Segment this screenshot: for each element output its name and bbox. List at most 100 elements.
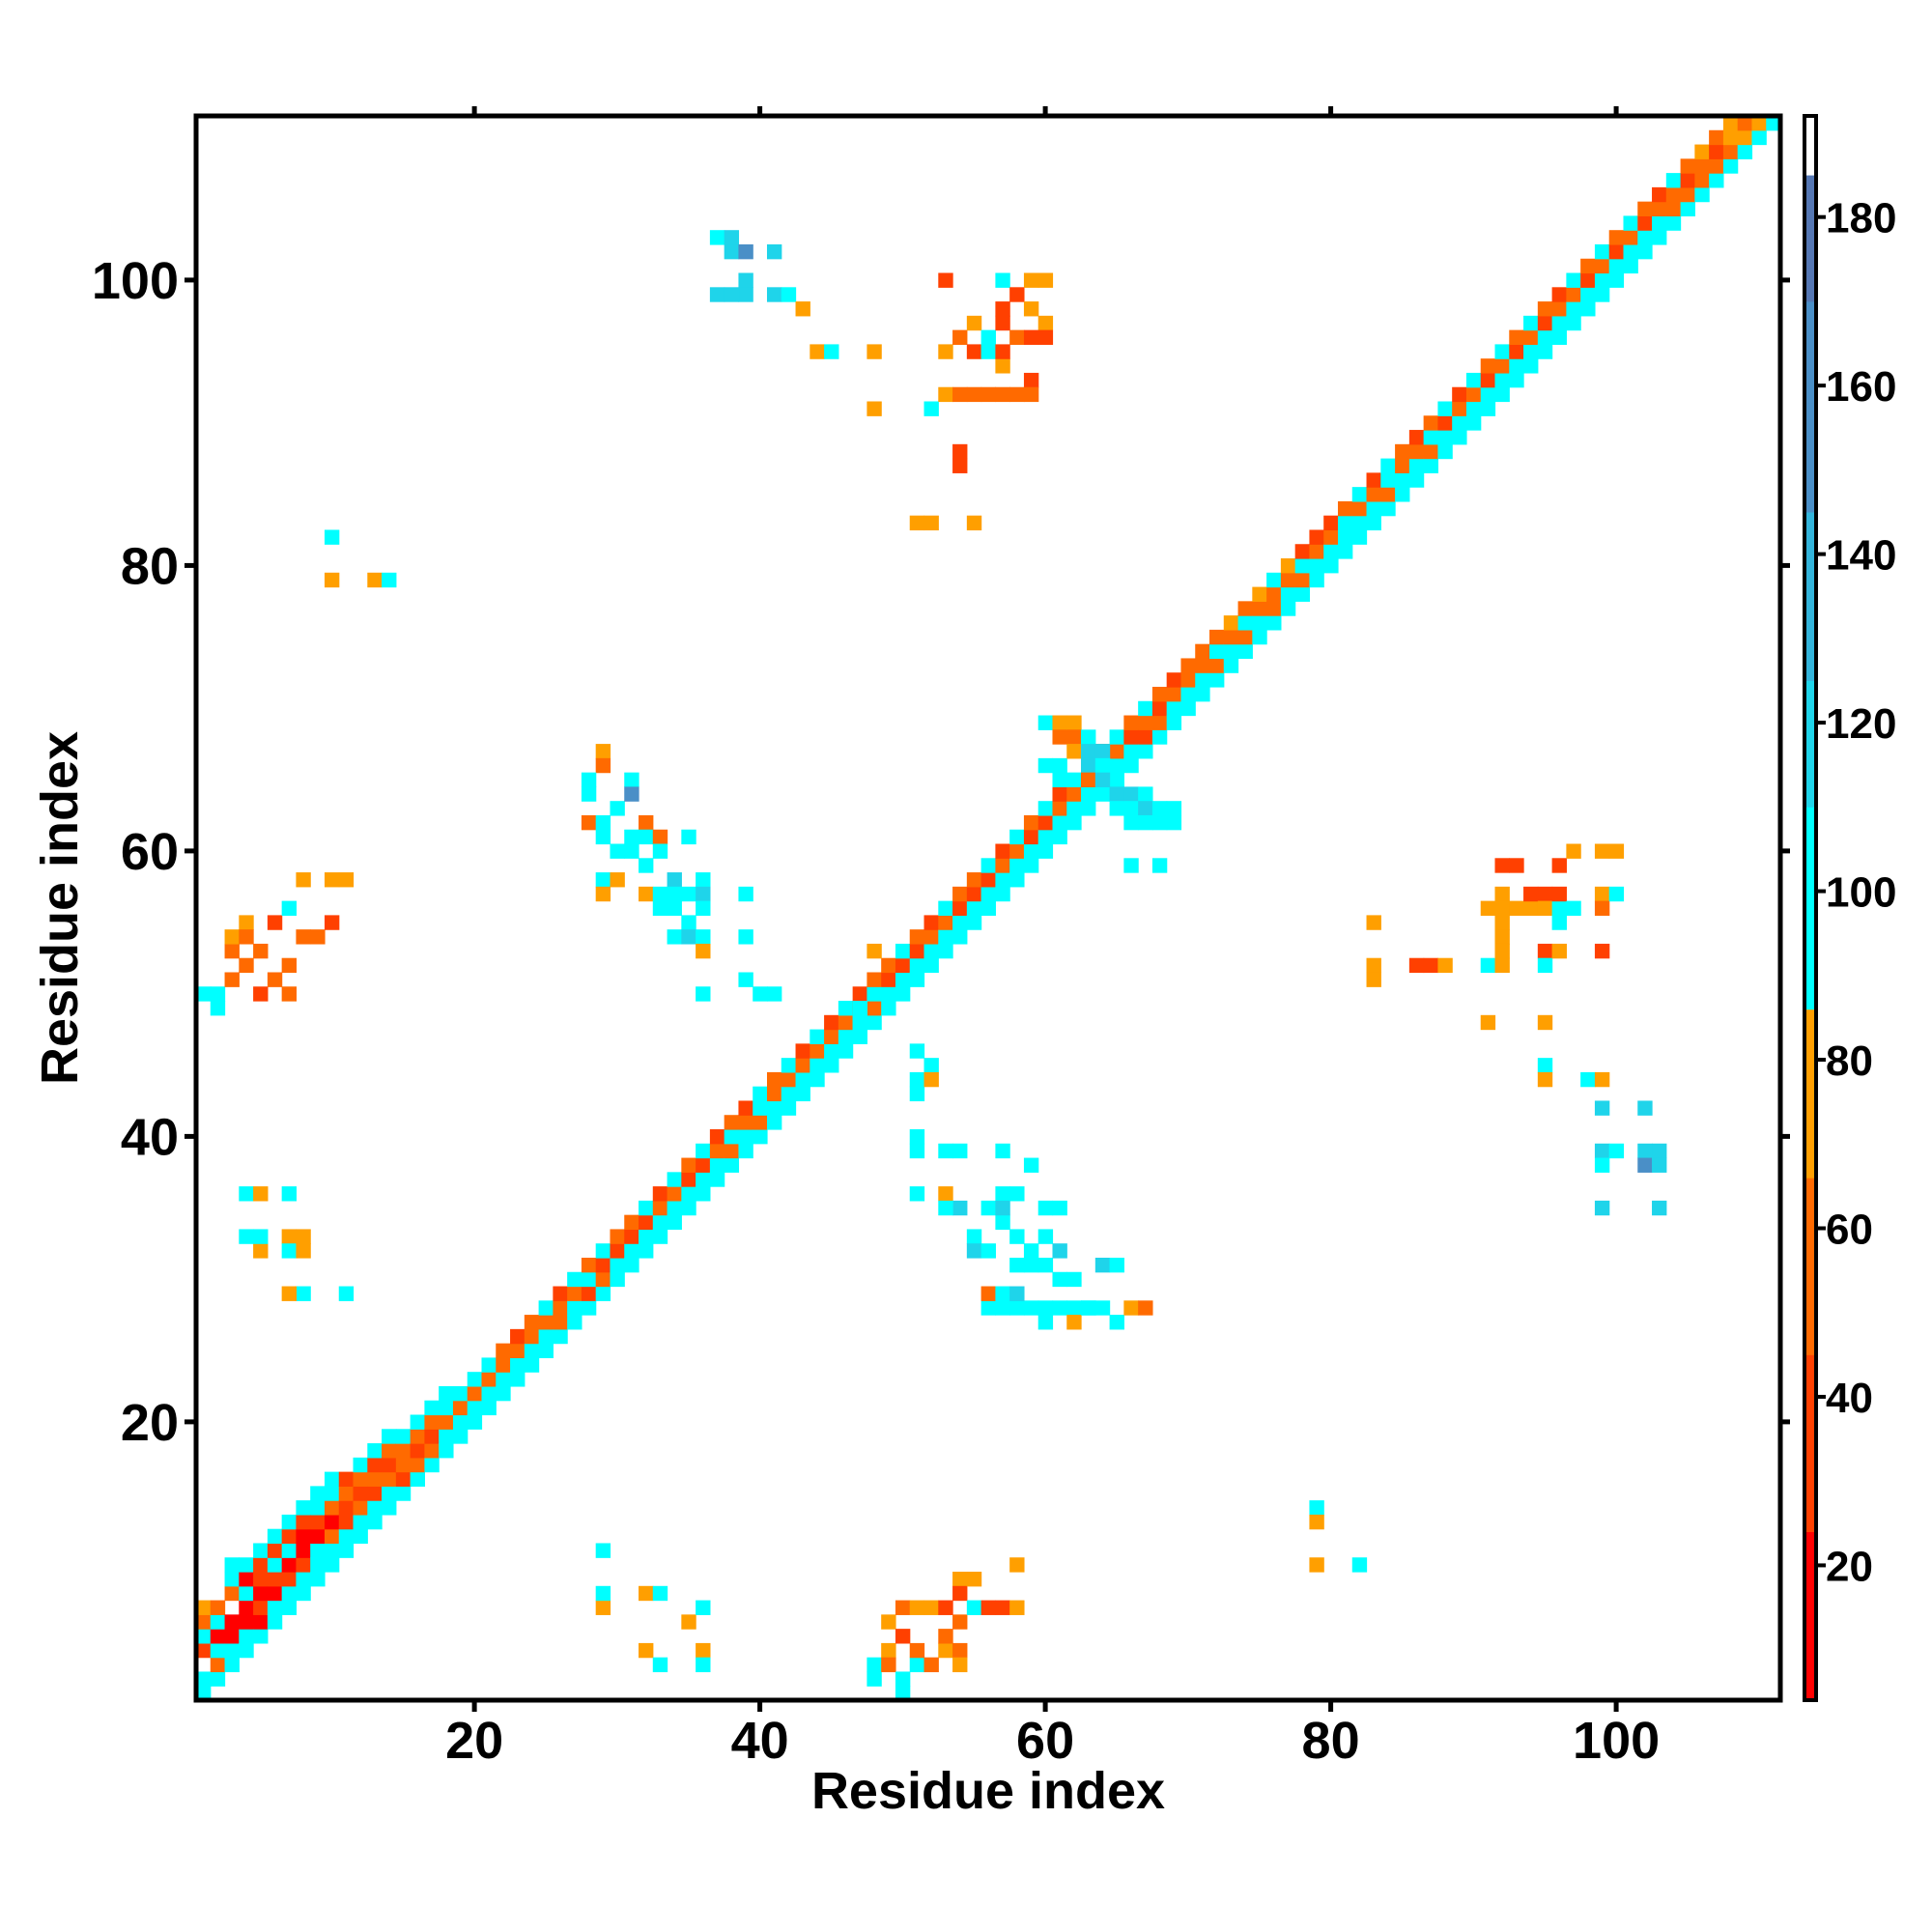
colorbar-segment (1804, 368, 1816, 378)
heatmap-cell (1052, 814, 1067, 831)
heatmap-cell (781, 1100, 797, 1116)
heatmap-cell (1195, 643, 1210, 660)
heatmap-cell (1709, 129, 1724, 146)
colorbar-segment (1804, 1447, 1816, 1457)
heatmap-cell (696, 900, 711, 916)
heatmap-cell (696, 929, 711, 945)
colorbar-segment (1804, 141, 1816, 151)
heatmap-cell (1252, 601, 1267, 616)
heatmap-cell (210, 986, 226, 1002)
colorbar-segment (1804, 1017, 1816, 1027)
heatmap-cell (1623, 230, 1638, 245)
heatmap-cell (510, 1328, 526, 1345)
heatmap-cell (595, 1600, 611, 1615)
heatmap-cell (624, 1243, 639, 1259)
heatmap-cell (1452, 401, 1467, 416)
heatmap-cell (1009, 1286, 1025, 1301)
heatmap-cell (424, 1457, 440, 1473)
heatmap-cell (1081, 757, 1096, 774)
heatmap-cell (639, 1585, 654, 1602)
heatmap-cell (995, 1286, 1010, 1301)
heatmap-cell (481, 1372, 497, 1387)
heatmap-cell (909, 957, 925, 974)
heatmap-cell (610, 1229, 625, 1244)
colorbar-segment (1804, 352, 1816, 361)
heatmap-cell (639, 858, 654, 873)
heatmap-cell (952, 1585, 968, 1602)
heatmap-cell (1066, 729, 1082, 745)
heatmap-cell (367, 1457, 383, 1473)
colorbar-segment (1804, 1101, 1816, 1111)
heatmap-cell (980, 1286, 996, 1301)
heatmap-cell (1094, 757, 1111, 774)
heatmap-cell (838, 1043, 854, 1059)
colorbar-segment (1804, 520, 1816, 529)
heatmap-cell (1023, 386, 1039, 403)
heatmap-cell (367, 1471, 383, 1487)
heatmap-cell (1551, 287, 1567, 302)
colorbar-segment (1804, 1009, 1816, 1018)
heatmap-cells (196, 116, 1781, 1701)
heatmap-cell (1066, 772, 1082, 788)
heatmap-cell (296, 1286, 311, 1301)
heatmap-cell (610, 1257, 625, 1273)
colorbar-segment (1804, 571, 1816, 581)
colorbar-segment (1804, 293, 1816, 302)
heatmap-cell (296, 1229, 311, 1244)
heatmap-cell (496, 1357, 511, 1373)
heatmap-cell (610, 843, 625, 859)
heatmap-cell (1037, 1315, 1054, 1330)
heatmap-cell (1580, 301, 1596, 317)
colorbar-segment (1804, 1581, 1816, 1592)
heatmap-cell (995, 1600, 1010, 1615)
colorbar-segment (1804, 1607, 1816, 1617)
colorbar-segment (1804, 1624, 1816, 1634)
heatmap-cell (1537, 886, 1553, 902)
heatmap-cell (267, 972, 283, 987)
colorbar-segment (1804, 242, 1816, 252)
heatmap-cell (838, 1001, 854, 1016)
heatmap-cell (1052, 1243, 1067, 1259)
heatmap-cell (1594, 943, 1610, 959)
heatmap-cell (667, 1172, 682, 1187)
heatmap-cell (995, 1300, 1010, 1316)
heatmap-cell (1052, 729, 1067, 745)
heatmap-cell (810, 1058, 825, 1073)
heatmap-cell (281, 1229, 298, 1244)
heatmap-cell (1094, 744, 1111, 759)
heatmap-cell (353, 1486, 368, 1501)
colorbar-segment (1804, 1463, 1816, 1473)
heatmap-cell (196, 1671, 212, 1687)
heatmap-cell (1537, 301, 1553, 317)
heatmap-cell (1209, 658, 1225, 673)
heatmap-cell (1309, 529, 1324, 545)
heatmap-cell (738, 1143, 753, 1159)
heatmap-cell (253, 1557, 269, 1573)
heatmap-cell (966, 386, 982, 403)
colorbar-segment (1804, 359, 1816, 370)
colorbar-segment (1804, 1522, 1816, 1533)
colorbar-segment (1804, 1178, 1816, 1187)
heatmap-cell (738, 272, 753, 288)
heatmap-cell (1166, 700, 1182, 717)
heatmap-cell (310, 1514, 326, 1530)
heatmap-cell (696, 1657, 711, 1673)
heatmap-cell (1351, 487, 1368, 502)
heatmap-cell (196, 1614, 212, 1630)
heatmap-cell (923, 943, 939, 959)
heatmap-cell (1509, 858, 1524, 873)
heatmap-cell (1138, 715, 1153, 730)
heatmap-cell (1066, 744, 1082, 759)
heatmap-cell (481, 1385, 497, 1402)
heatmap-cell (795, 1086, 810, 1102)
x-tick-label: 40 (731, 1712, 789, 1770)
heatmap-cell (410, 1457, 425, 1473)
heatmap-cell (581, 1300, 597, 1316)
heatmap-cell (367, 1514, 383, 1530)
heatmap-cell (966, 1600, 982, 1615)
colorbar-segment (1804, 840, 1816, 850)
heatmap-cell (1351, 529, 1368, 545)
heatmap-cell (324, 1486, 340, 1501)
heatmap-cell (1566, 287, 1581, 302)
colorbar-segment (1804, 1438, 1816, 1448)
